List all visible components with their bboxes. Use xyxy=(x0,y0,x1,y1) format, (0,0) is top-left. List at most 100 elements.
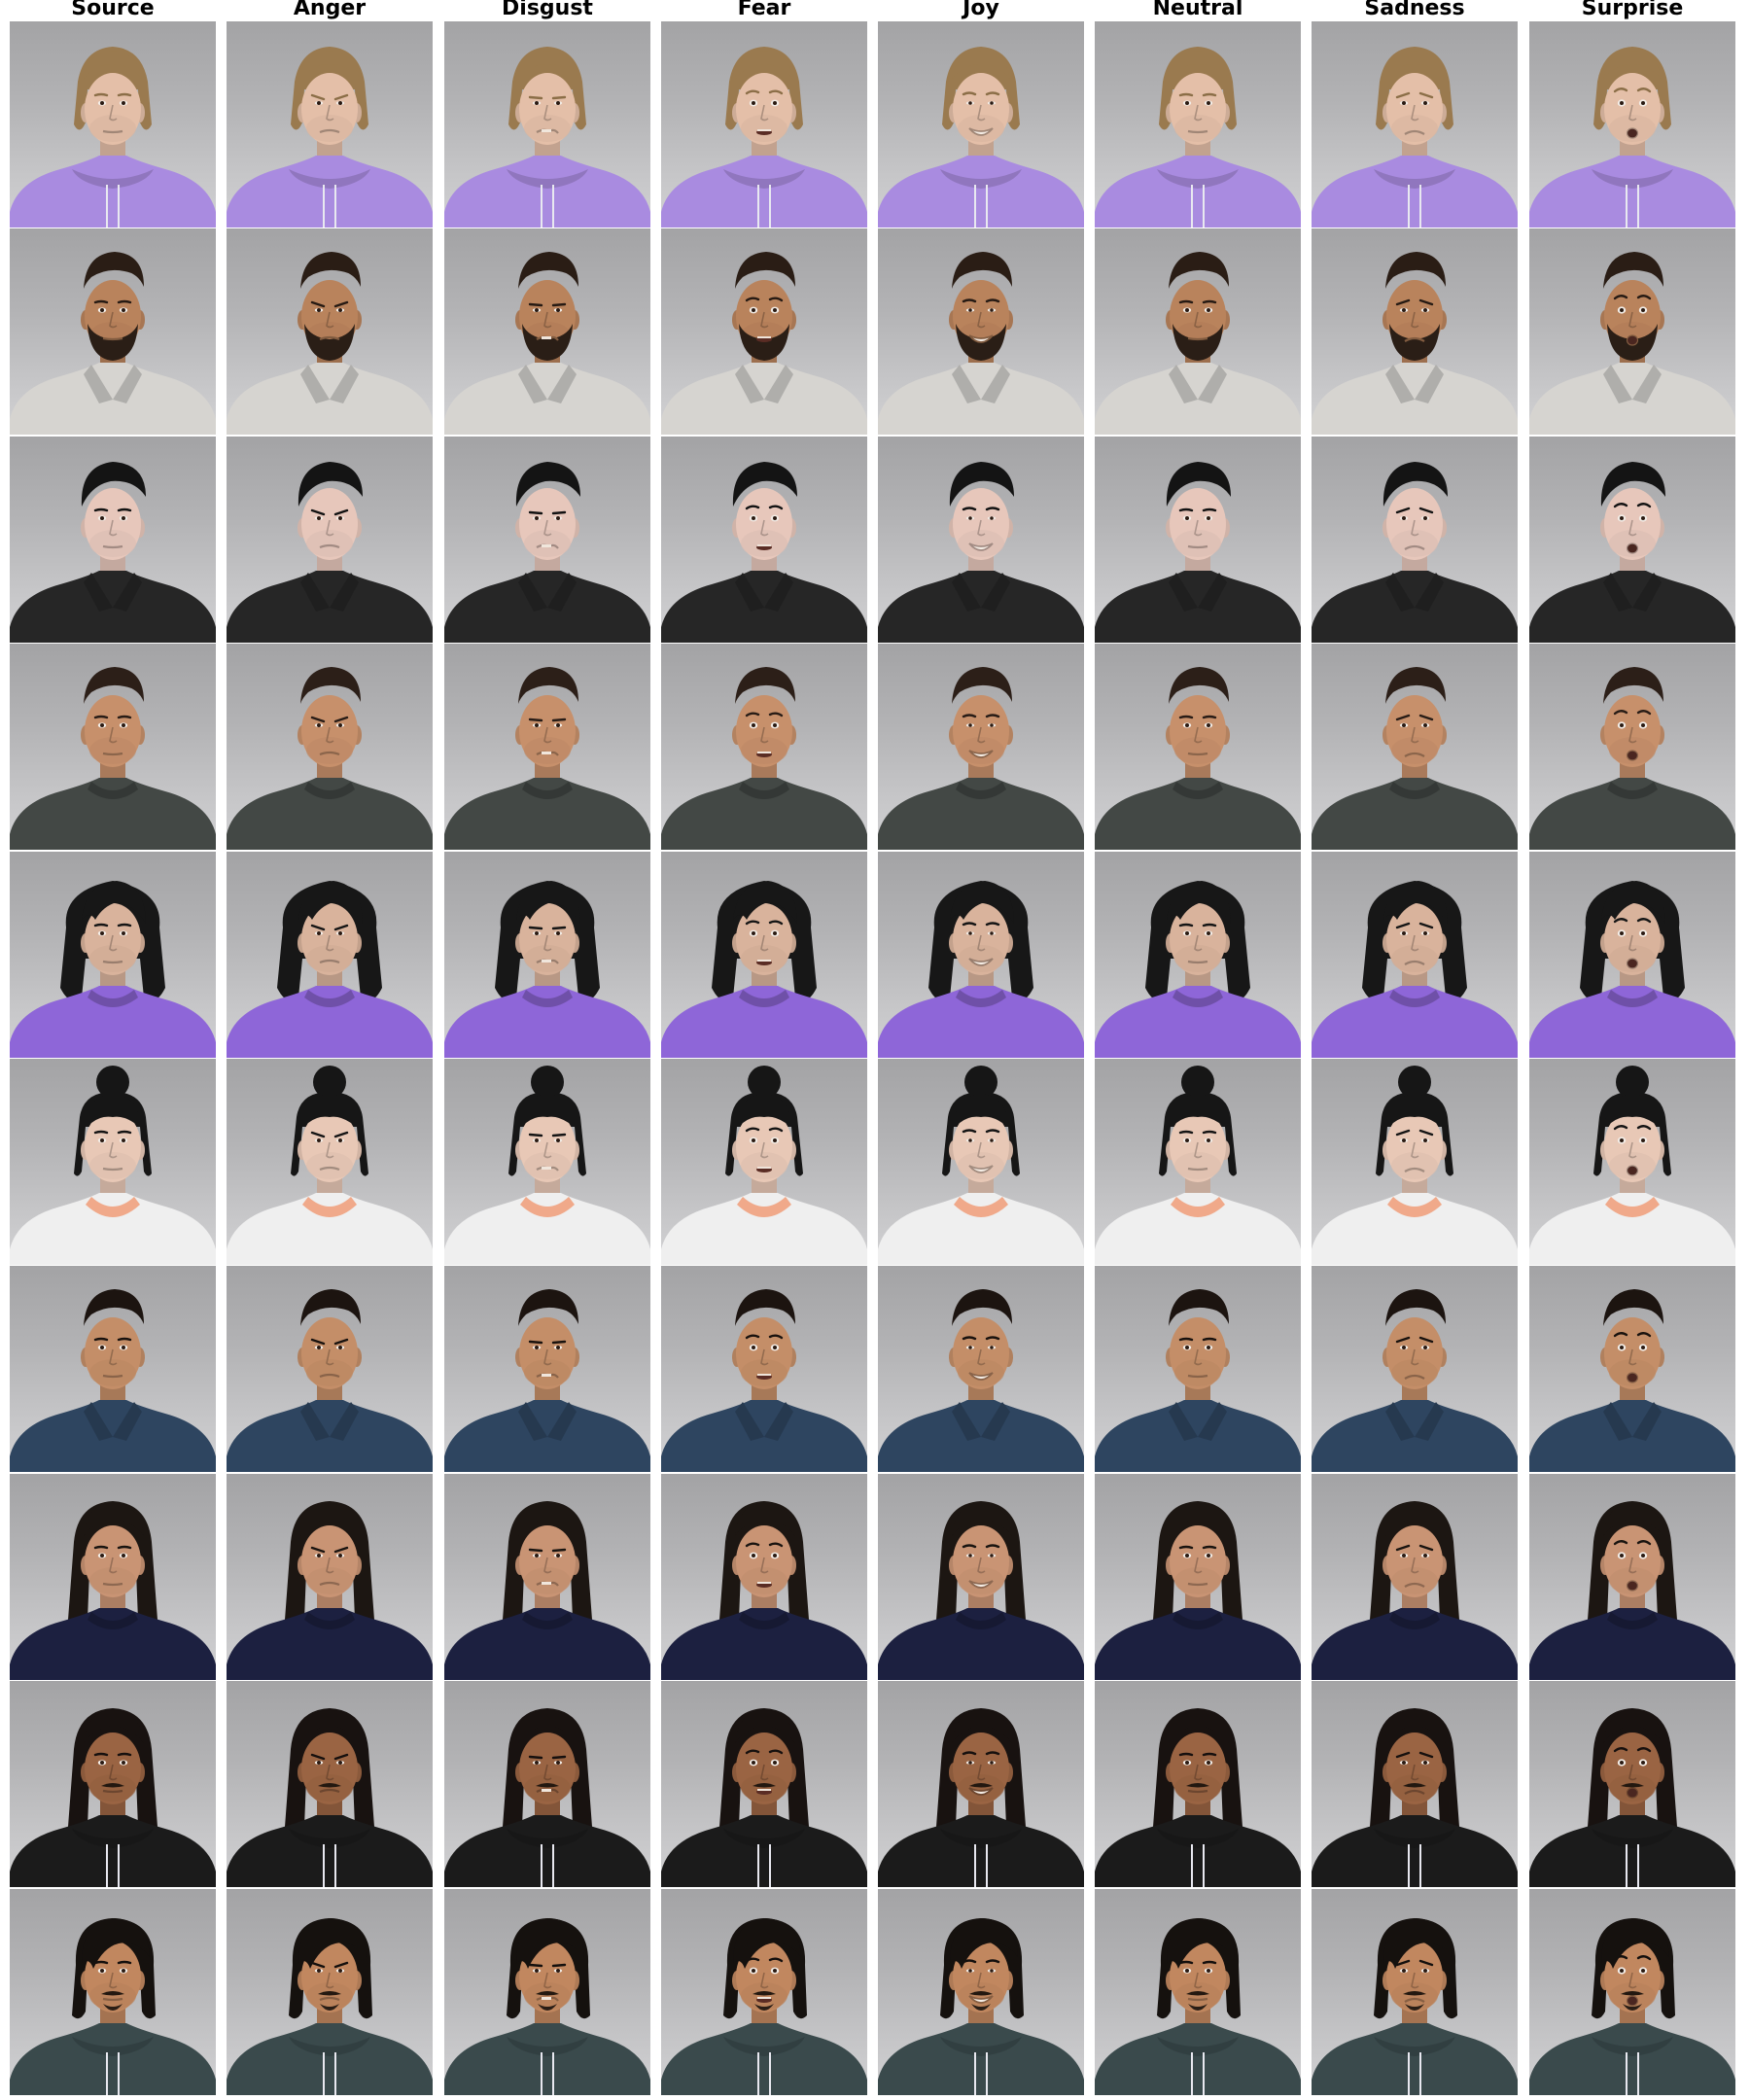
portrait-row1-surprise xyxy=(1529,21,1735,228)
avatar-image xyxy=(661,462,867,643)
avatar-image xyxy=(1529,881,1735,1058)
column-header-neutral: Neutral xyxy=(1152,0,1243,19)
portrait-row2-joy xyxy=(878,228,1084,435)
portrait-row8-disgust xyxy=(444,1474,650,1680)
portrait-row4-surprise xyxy=(1529,644,1735,850)
portrait-row7-source xyxy=(10,1266,216,1472)
avatar-image xyxy=(227,1918,433,2095)
portrait-row6-sadness xyxy=(1312,1059,1518,1265)
portrait-row5-joy xyxy=(878,852,1084,1058)
portrait-row3-joy xyxy=(878,437,1084,643)
column-header-surprise: Surprise xyxy=(1581,0,1684,19)
portrait-row1-neutral xyxy=(1095,21,1301,228)
avatar-image xyxy=(227,1289,433,1472)
column-header-joy: Joy xyxy=(962,0,999,19)
portrait-row9-joy xyxy=(878,1681,1084,1887)
portrait-row6-anger xyxy=(227,1059,433,1265)
portrait-row8-surprise xyxy=(1529,1474,1735,1680)
portrait-row9-anger xyxy=(227,1681,433,1887)
portrait-row7-fear xyxy=(661,1266,867,1472)
avatar-image xyxy=(1095,462,1301,643)
avatar-image xyxy=(661,1708,867,1887)
avatar-image xyxy=(444,881,650,1058)
portrait-row3-source xyxy=(10,437,216,643)
avatar-image xyxy=(10,1066,216,1265)
portrait-row5-surprise xyxy=(1529,852,1735,1058)
portrait-row6-joy xyxy=(878,1059,1084,1265)
column-header-anger: Anger xyxy=(293,0,367,19)
portrait-row3-surprise xyxy=(1529,437,1735,643)
portrait-row9-disgust xyxy=(444,1681,650,1887)
avatar-image xyxy=(878,667,1084,850)
portrait-row4-source xyxy=(10,644,216,850)
avatar-image xyxy=(1312,1918,1518,2095)
portrait-row6-neutral xyxy=(1095,1059,1301,1265)
avatar-image xyxy=(661,667,867,850)
avatar-image xyxy=(1529,1708,1735,1887)
portrait-row10-source xyxy=(10,1889,216,2095)
avatar-image xyxy=(1529,667,1735,850)
avatar-image xyxy=(444,1066,650,1265)
avatar-image xyxy=(444,1708,650,1887)
portrait-row4-sadness xyxy=(1312,644,1518,850)
avatar-image xyxy=(1529,252,1735,435)
column-header-fear: Fear xyxy=(737,0,791,19)
avatar-image xyxy=(227,462,433,643)
avatar-image xyxy=(1095,47,1301,228)
avatar-image xyxy=(1312,252,1518,435)
portrait-row3-sadness xyxy=(1312,437,1518,643)
portrait-row2-source xyxy=(10,228,216,435)
portrait-row2-neutral xyxy=(1095,228,1301,435)
avatar-image xyxy=(1312,462,1518,643)
avatar-image xyxy=(10,667,216,850)
portrait-row7-sadness xyxy=(1312,1266,1518,1472)
portrait-row9-surprise xyxy=(1529,1681,1735,1887)
portrait-row7-neutral xyxy=(1095,1266,1301,1472)
portrait-row6-surprise xyxy=(1529,1059,1735,1265)
avatar-image xyxy=(10,252,216,435)
avatar-image xyxy=(10,1918,216,2095)
portrait-row1-sadness xyxy=(1312,21,1518,228)
portrait-row5-disgust xyxy=(444,852,650,1058)
avatar-image xyxy=(1095,1501,1301,1680)
avatar-image xyxy=(1529,1289,1735,1472)
portrait-row9-sadness xyxy=(1312,1681,1518,1887)
avatar-image xyxy=(661,252,867,435)
portrait-row9-fear xyxy=(661,1681,867,1887)
portrait-row8-neutral xyxy=(1095,1474,1301,1680)
avatar-image xyxy=(1529,462,1735,643)
portrait-row1-fear xyxy=(661,21,867,228)
portrait-row8-source xyxy=(10,1474,216,1680)
portrait-row7-anger xyxy=(227,1266,433,1472)
avatar-image xyxy=(1312,47,1518,228)
avatar-image xyxy=(661,1066,867,1265)
avatar-image xyxy=(1095,1918,1301,2095)
avatar-image xyxy=(661,1289,867,1472)
avatar-image xyxy=(661,47,867,228)
avatar-image xyxy=(444,1501,650,1680)
avatar-image xyxy=(10,1289,216,1472)
portrait-row9-source xyxy=(10,1681,216,1887)
portrait-row8-joy xyxy=(878,1474,1084,1680)
portrait-row4-joy xyxy=(878,644,1084,850)
portrait-row6-disgust xyxy=(444,1059,650,1265)
avatar-image xyxy=(878,252,1084,435)
portrait-row1-source xyxy=(10,21,216,228)
avatar-image xyxy=(444,1918,650,2095)
avatar-image xyxy=(227,1708,433,1887)
avatar-image xyxy=(444,462,650,643)
portrait-row10-surprise xyxy=(1529,1889,1735,2095)
portrait-row1-joy xyxy=(878,21,1084,228)
portrait-row5-anger xyxy=(227,852,433,1058)
portrait-row10-anger xyxy=(227,1889,433,2095)
portrait-row4-disgust xyxy=(444,644,650,850)
avatar-image xyxy=(878,1289,1084,1472)
portrait-row6-source xyxy=(10,1059,216,1265)
avatar-image xyxy=(878,47,1084,228)
portrait-row6-fear xyxy=(661,1059,867,1265)
avatar-image xyxy=(1095,1708,1301,1887)
portrait-row4-anger xyxy=(227,644,433,850)
avatar-image xyxy=(1095,667,1301,850)
avatar-image xyxy=(227,667,433,850)
